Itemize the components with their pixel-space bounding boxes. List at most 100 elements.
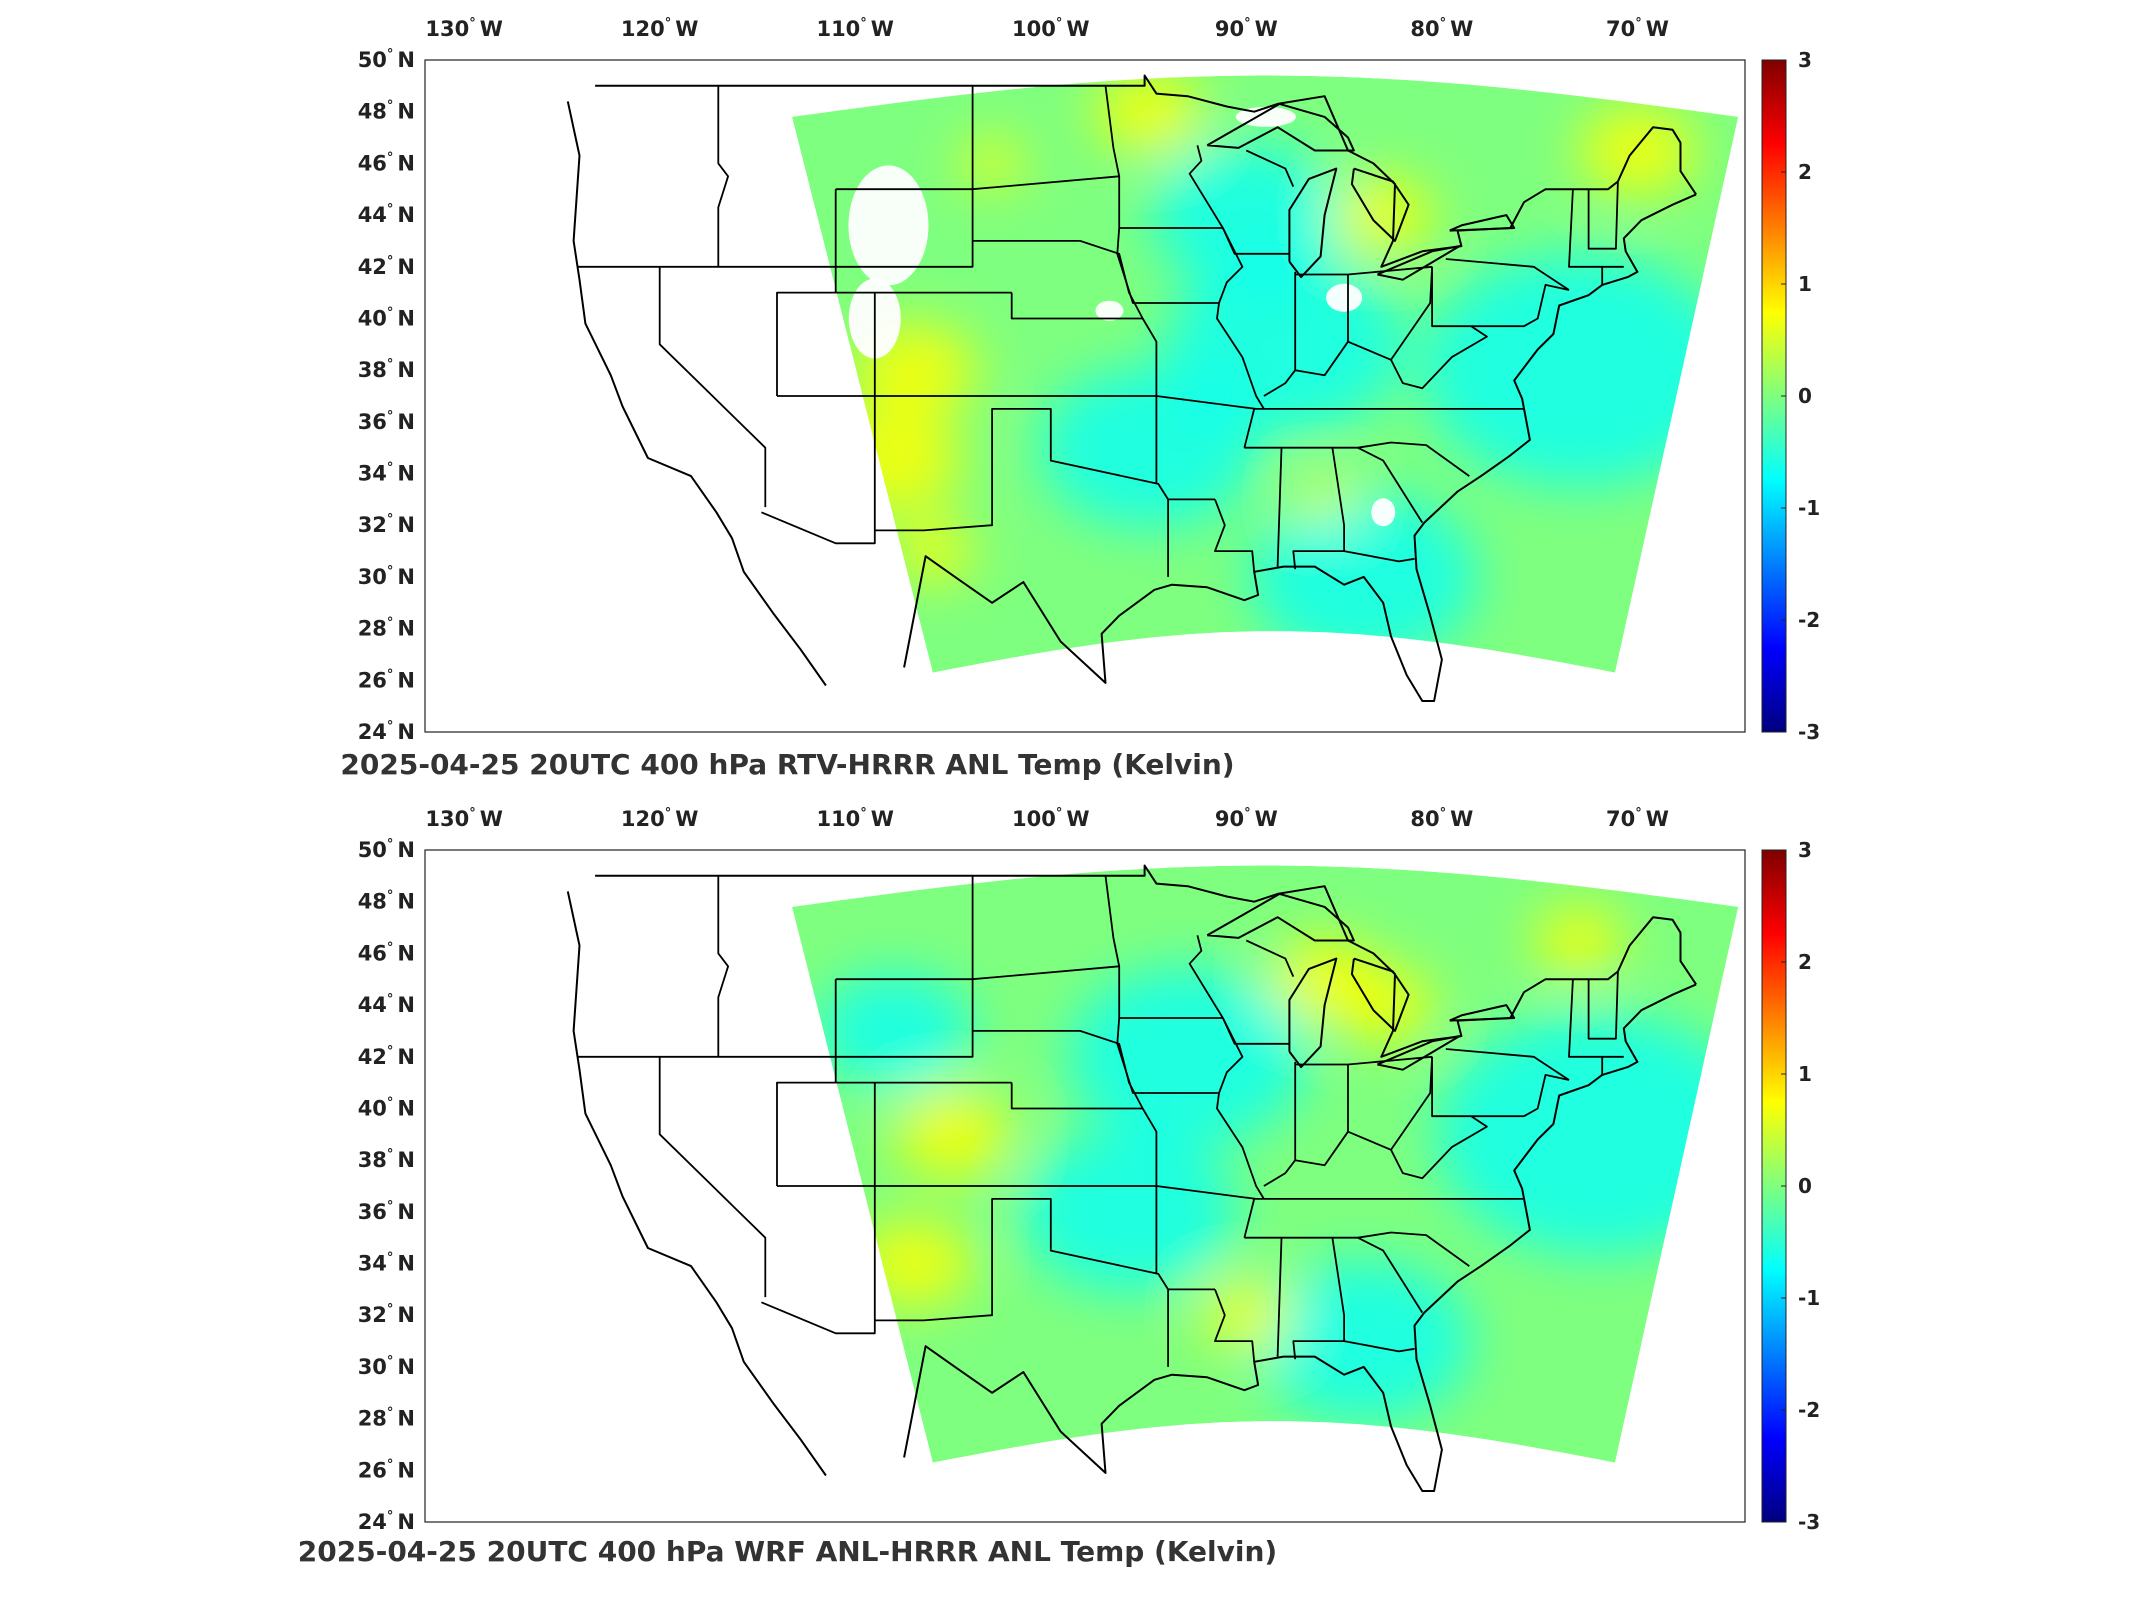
longitude-tick-label: 70° W [1606,16,1669,41]
great-lake-outline [1449,214,1516,232]
longitude-tick-label: 100° W [1012,16,1090,41]
latitude-tick-label: 50° N [358,47,415,72]
colorbar-tick-label: 0 [1798,1174,1812,1198]
great-lake-outline [1350,957,1410,1032]
state-border [1568,979,1604,1075]
longitude-tick-label: 90° W [1215,806,1278,831]
state-border [577,85,974,268]
boundary-lines [566,74,1697,702]
latitude-tick-label: 46° N [358,940,415,965]
colorbar-tick-label: 3 [1798,838,1812,862]
longitude-tick-label: 110° W [816,16,894,41]
state-border [1431,266,1570,328]
colorbar-tick-label: -2 [1798,608,1820,632]
state-border [1343,1340,1415,1353]
state-border [1343,550,1415,563]
state-border [1587,971,1619,1040]
great-lake-outline [1206,892,1355,942]
state-border [1214,499,1256,572]
great-lake-outline [1377,1035,1461,1071]
state-border [1568,189,1604,285]
temperature-field [792,75,1739,673]
state-border [1357,446,1424,524]
state-border [1263,271,1297,397]
colorbar-tick-label: -1 [1798,496,1820,520]
state-border [1276,447,1283,567]
state-border [577,875,974,1058]
state-border [1357,1236,1424,1314]
state-border [1263,1061,1297,1187]
state-border [874,407,1169,577]
latitude-tick-label: 40° N [358,1095,415,1120]
state-border [658,1056,767,1298]
latitude-tick-label: 44° N [358,992,415,1017]
latitude-tick-label: 44° N [358,202,415,227]
latitude-tick-label: 38° N [358,1147,415,1172]
longitude-tick-label: 120° W [621,16,699,41]
state-border [1216,1092,1265,1200]
latitude-tick-label: 34° N [358,1251,415,1276]
state-border [1295,1131,1349,1167]
latitude-tick-label: 48° N [358,99,415,124]
state-border [1445,258,1570,291]
panel-title: 2025-04-25 20UTC 400 hPa RTV-HRRR ANL Te… [340,748,1235,781]
longitude-tick-label: 130° W [425,806,503,831]
map-frame [424,849,1746,1523]
panel-title: 2025-04-25 20UTC 400 hPa WRF ANL-HRRR AN… [297,1535,1278,1568]
missing-data-patch [1371,498,1396,527]
latitude-tick-label: 26° N [358,667,415,692]
pacific-coastline [566,891,827,1477]
colorbar-tick-label: 1 [1798,1062,1812,1086]
latitude-tick-label: 40° N [358,305,415,330]
state-border [776,189,837,396]
state-border [835,965,1120,981]
colorbar-tick-label: 0 [1798,384,1812,408]
state-border [1431,1056,1570,1118]
latitude-tick-label: 50° N [358,837,415,862]
latitude-tick-label: 24° N [358,1509,415,1534]
great-lake-outline [1377,245,1461,281]
state-border [1010,1082,1143,1110]
latitude-tick-label: 30° N [358,1354,415,1379]
longitude-tick-label: 80° W [1410,16,1473,41]
state-border [1390,1115,1488,1180]
latitude-tick-label: 36° N [358,1199,415,1224]
colorbar-tick-label: 2 [1798,160,1812,184]
latitude-tick-label: 32° N [358,512,415,537]
pacific-coastline [566,101,827,687]
state-border [717,875,729,1057]
colorbar-tick-label: 3 [1798,48,1812,72]
latitude-tick-label: 32° N [358,1302,415,1327]
state-border [777,395,1524,410]
state-border [835,175,1120,191]
state-border [1276,1237,1283,1357]
colorbar-tick-label: 1 [1798,272,1812,296]
state-border [1244,441,1470,477]
latitude-tick-label: 42° N [358,1044,415,1069]
colorbar-tick-label: -1 [1798,1286,1820,1310]
latitude-tick-label: 28° N [358,1406,415,1431]
great-lake-outline [1288,957,1338,1069]
gulf-atlantic-coastline [903,193,1697,702]
latitude-tick-label: 36° N [358,409,415,434]
map-figure: 130° W 120° W 110° W 100° W 90° W 80° W 70° W 50° N 48° N… [358,806,1821,1534]
missing-data-patch [848,165,929,286]
great-lake-outline [1350,167,1410,242]
state-border [1214,1289,1256,1362]
state-border [1010,292,1143,320]
temperature-field [792,865,1739,1463]
great-lake-outline [1288,167,1338,279]
state-border [1243,408,1256,448]
state-border [761,1082,876,1335]
state-border [1244,1231,1470,1267]
longitude-tick-label: 110° W [816,806,894,831]
state-border [1587,181,1619,250]
state-border [1445,1048,1570,1081]
state-border [1245,939,1295,977]
great-lake-outline [1206,102,1355,152]
latitude-tick-label: 30° N [358,564,415,589]
longitude-tick-label: 130° W [425,16,503,41]
longitude-tick-label: 100° W [1012,806,1090,831]
colorbar-tick-label: -3 [1798,1510,1820,1534]
map-panel-top: 130° W 120° W 110° W 100° W 90° W 80° W 70° W 50° N 48° N… [0,0,2133,790]
